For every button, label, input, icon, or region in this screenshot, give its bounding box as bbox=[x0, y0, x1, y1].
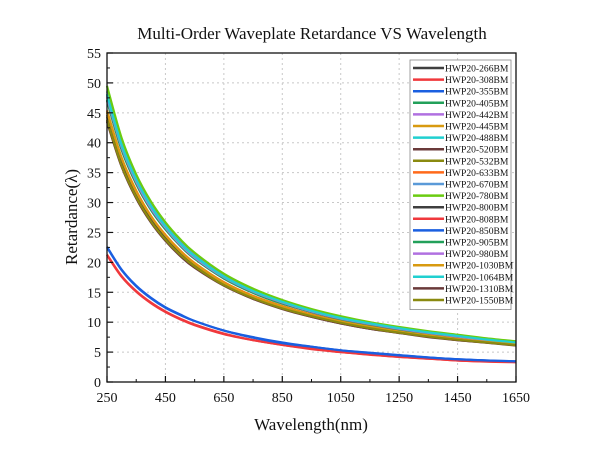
y-tick-label: 25 bbox=[87, 226, 101, 241]
x-tick-label: 1650 bbox=[502, 391, 530, 406]
legend-label: HWP20-780BM bbox=[445, 191, 509, 202]
x-tick-label: 1250 bbox=[385, 391, 413, 406]
x-tick-label: 450 bbox=[155, 391, 176, 406]
legend-label: HWP20-1064BM bbox=[445, 272, 514, 283]
series-lines bbox=[105, 85, 517, 364]
legend-label: HWP20-1550BM bbox=[445, 296, 514, 307]
series-line-hwp20-1064bm bbox=[105, 94, 517, 344]
series-line-hwp20-1550bm bbox=[105, 119, 517, 347]
legend-label: HWP20-488BM bbox=[445, 133, 509, 144]
y-tick-label: 35 bbox=[87, 167, 101, 182]
legend-label: HWP20-405BM bbox=[445, 98, 509, 109]
x-tick-label: 850 bbox=[272, 391, 293, 406]
y-tick-label: 20 bbox=[87, 256, 101, 271]
axis-ticks: 250 450 650 850 1050 1250 1450 1650 0 5 10 15 20 25 30… bbox=[87, 47, 530, 406]
legend-label: HWP20-980BM bbox=[445, 249, 509, 260]
chart-title: Multi-Order Waveplate Retardance VS Wave… bbox=[137, 24, 487, 43]
x-tick-label: 1050 bbox=[327, 391, 355, 406]
y-tick-label: 30 bbox=[87, 197, 101, 212]
y-tick-label: 10 bbox=[87, 316, 101, 331]
legend-label: HWP20-445BM bbox=[445, 122, 509, 133]
series-line-hwp20-850bm bbox=[106, 246, 517, 363]
legend-label: HWP20-442BM bbox=[445, 110, 509, 121]
legend-label: HWP20-355BM bbox=[445, 87, 509, 98]
x-tick-label: 1450 bbox=[444, 391, 472, 406]
x-tick-label: 250 bbox=[97, 391, 118, 406]
legend-label: HWP20-308BM bbox=[445, 75, 509, 86]
legend-label: HWP20-905BM bbox=[445, 238, 509, 249]
y-axis-label: Retardance(λ) bbox=[62, 169, 81, 265]
legend-label: HWP20-532BM bbox=[445, 156, 509, 167]
y-tick-label: 0 bbox=[94, 376, 101, 391]
y-tick-label: 5 bbox=[94, 346, 101, 361]
y-tick-label: 55 bbox=[87, 47, 101, 62]
legend-label: HWP20-850BM bbox=[445, 226, 509, 237]
y-tick-label: 40 bbox=[87, 137, 101, 152]
series-line-hwp20-808bm bbox=[106, 254, 517, 364]
x-axis-label: Wavelength(nm) bbox=[254, 415, 368, 434]
series-line-hwp20-780bm bbox=[105, 85, 517, 343]
legend-label: HWP20-1310BM bbox=[445, 284, 514, 295]
legend-label: HWP20-808BM bbox=[445, 214, 509, 225]
y-tick-label: 50 bbox=[87, 77, 101, 92]
legend-label: HWP20-1030BM bbox=[445, 261, 514, 272]
x-tick-label: 650 bbox=[213, 391, 234, 406]
legend-label: HWP20-800BM bbox=[445, 203, 509, 214]
legend-label: HWP20-670BM bbox=[445, 180, 509, 191]
legend-label: HWP20-520BM bbox=[445, 145, 509, 156]
y-tick-label: 15 bbox=[87, 286, 101, 301]
legend: HWP20-266BMHWP20-308BMHWP20-355BMHWP20-4… bbox=[409, 59, 514, 311]
legend-label: HWP20-266BM bbox=[445, 64, 509, 75]
y-tick-label: 45 bbox=[87, 107, 101, 122]
legend-label: HWP20-633BM bbox=[445, 168, 509, 179]
series-line-hwp20-1030bm bbox=[105, 111, 517, 346]
